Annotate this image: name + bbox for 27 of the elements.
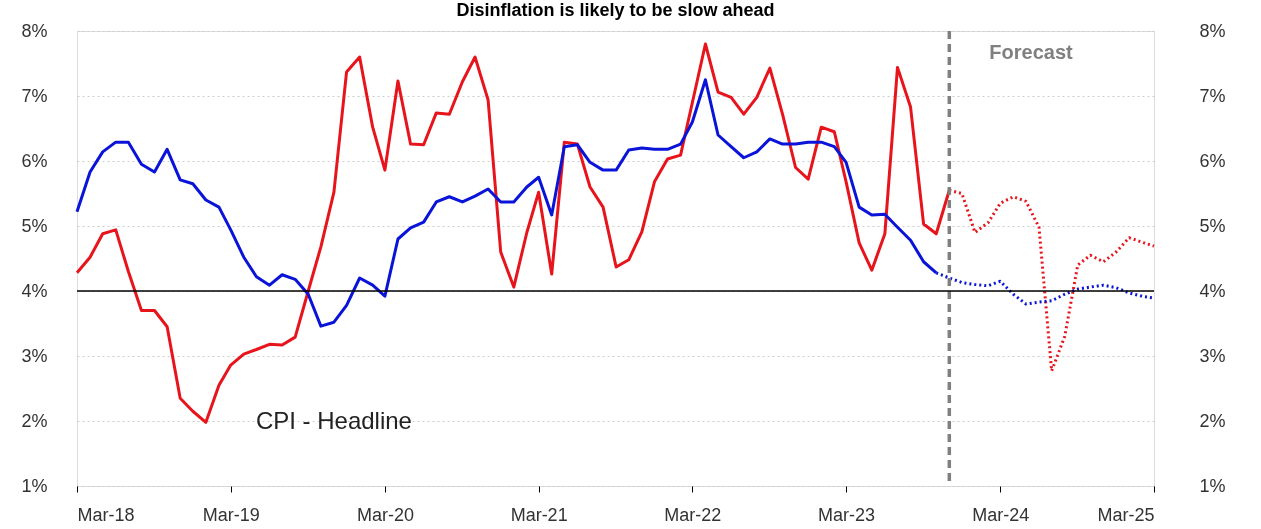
x-tick-label: Mar-20 xyxy=(356,504,414,525)
x-tick-label: Mar-24 xyxy=(972,504,1030,525)
y2-tick-label: 6% xyxy=(1199,150,1226,171)
x-tick-label: Mar-23 xyxy=(818,504,876,525)
x-tick-label: Mar-21 xyxy=(510,504,568,525)
y-tick-label: 2% xyxy=(21,410,48,431)
y2-tick-label: 4% xyxy=(1199,280,1226,301)
y2-tick-label: 3% xyxy=(1199,345,1226,366)
y2-tick-label: 1% xyxy=(1199,475,1226,496)
y-tick-label: 5% xyxy=(21,215,48,236)
ref-line-label: Forecast xyxy=(989,41,1074,63)
y2-tick-label: 5% xyxy=(1199,215,1226,236)
x-tick-label: Mar-19 xyxy=(202,504,260,525)
y-tick-label: 1% xyxy=(21,475,48,496)
series-label: CPI - Headline xyxy=(255,407,412,435)
y2-tick-label: 2% xyxy=(1199,410,1226,431)
y-tick-label: 3% xyxy=(21,345,48,366)
x-tick-label: Mar-22 xyxy=(664,504,722,525)
x-tick-label: Mar-18 xyxy=(77,504,135,525)
y2-tick-label: 7% xyxy=(1199,85,1226,106)
y-tick-label: 8% xyxy=(21,20,48,41)
chart-title: Disinflation is likely to be slow ahead xyxy=(456,0,775,20)
y-tick-label: 4% xyxy=(21,280,48,301)
y-tick-label: 7% xyxy=(21,85,48,106)
y2-tick-label: 8% xyxy=(1199,20,1226,41)
y-tick-label: 6% xyxy=(21,150,48,171)
x-tick-label: Mar-25 xyxy=(1097,504,1155,525)
